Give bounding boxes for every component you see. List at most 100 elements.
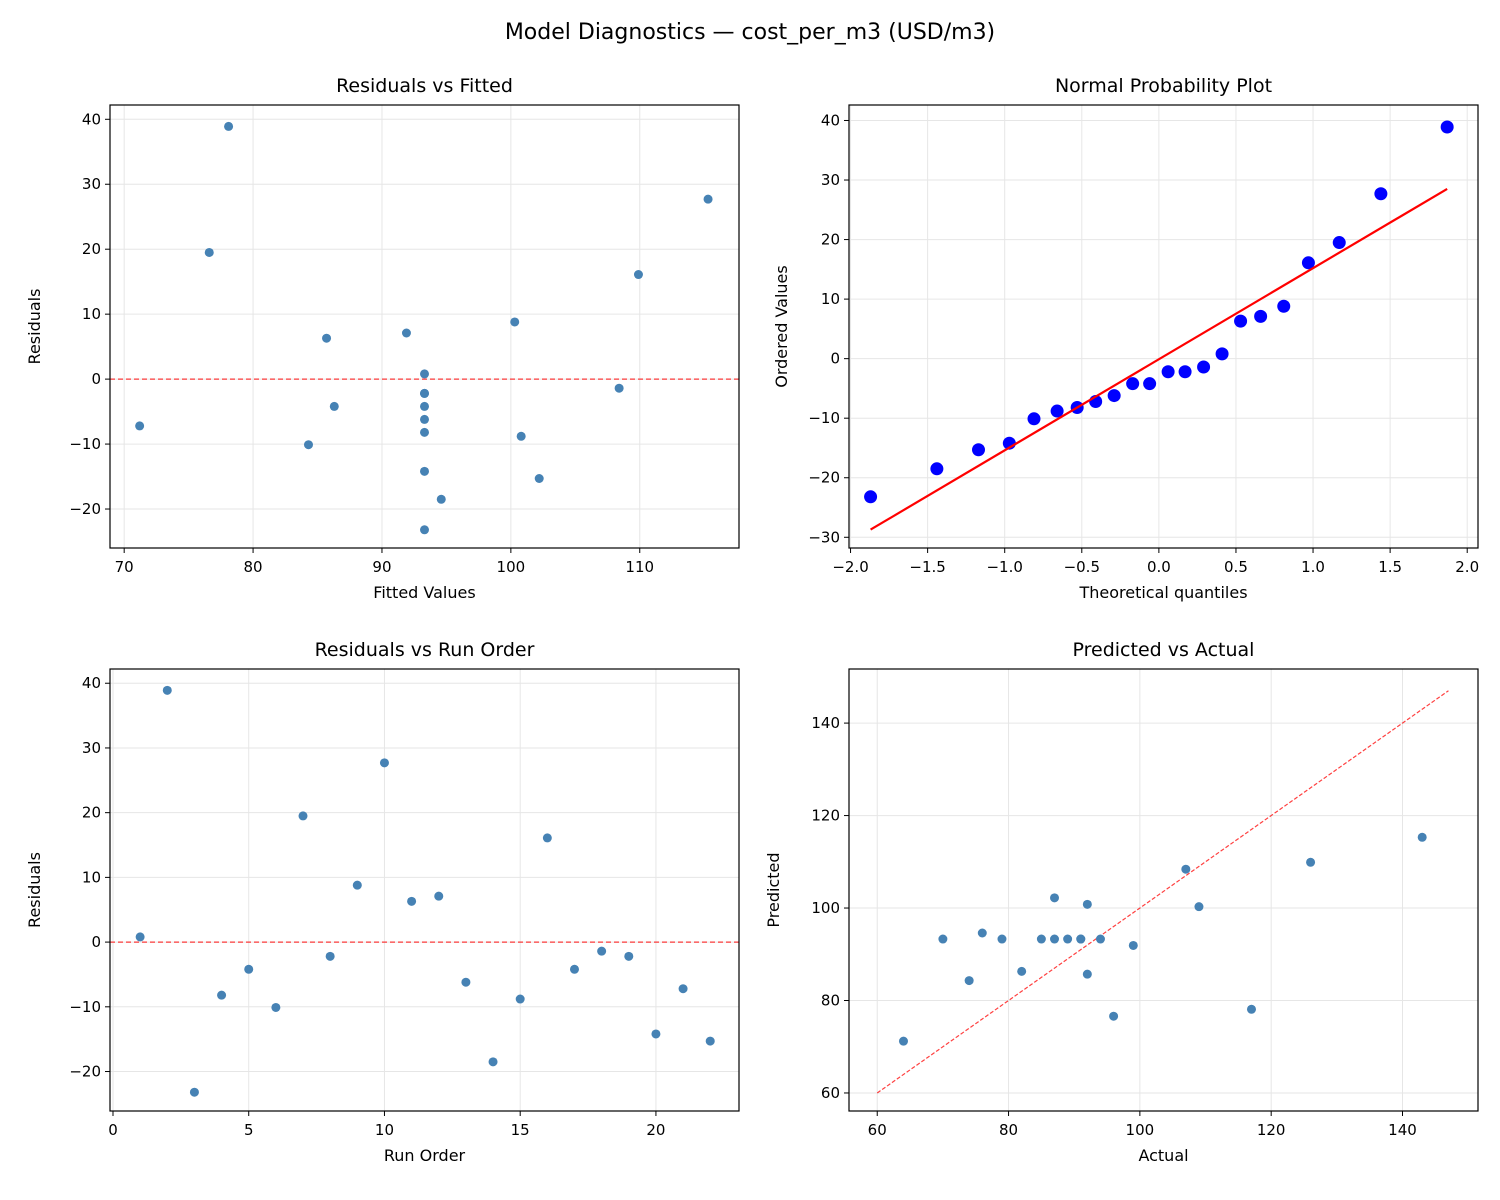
- data-point: [997, 934, 1007, 944]
- data-point: [1050, 404, 1064, 418]
- y-tick-label: −20: [69, 500, 101, 518]
- data-point: [898, 1036, 908, 1046]
- y-tick-label: 30: [82, 175, 101, 193]
- y-tick-label: 80: [821, 992, 840, 1010]
- data-point: [1050, 934, 1060, 944]
- x-tick-label: 2.0: [1455, 558, 1479, 576]
- data-point: [614, 383, 624, 393]
- x-tick-label: 0.5: [1224, 558, 1248, 576]
- y-tick-label: 40: [82, 110, 101, 128]
- y-tick-label: 10: [82, 868, 101, 886]
- x-tick-label: −1.5: [909, 558, 945, 576]
- fit-line: [870, 187, 1448, 531]
- data-point: [964, 976, 974, 986]
- data-point: [542, 833, 552, 843]
- x-tick-label: 120: [1257, 1121, 1286, 1139]
- axes-frame: [848, 104, 1479, 549]
- subplot-3: 0 5 10 15 20 −20 −10 0 10 20 30 40 Residuals vs Run …: [25, 639, 740, 1165]
- data-point: [298, 811, 308, 821]
- data-point: [597, 946, 607, 956]
- data-point: [633, 270, 643, 280]
- data-point: [534, 473, 544, 483]
- data-point: [864, 490, 878, 504]
- y-tick-label: 0: [91, 933, 101, 951]
- data-point: [1254, 309, 1268, 323]
- data-point: [569, 964, 579, 974]
- data-point: [352, 880, 362, 890]
- y-tick-label: 30: [82, 739, 101, 757]
- data-point: [1050, 893, 1060, 903]
- y-tick-label: 10: [821, 290, 840, 308]
- data-point: [1246, 1004, 1256, 1014]
- data-point: [379, 758, 389, 768]
- data-point: [329, 401, 339, 411]
- y-tick-label: 0: [830, 350, 840, 368]
- y-tick-label: 30: [821, 171, 840, 189]
- y-tick-label: 100: [811, 899, 840, 917]
- x-axis-label: Actual: [1138, 1146, 1188, 1165]
- y-axis-label: Residuals: [25, 852, 44, 928]
- data-point: [461, 977, 471, 987]
- data-point: [420, 401, 429, 411]
- axes-frame: [109, 104, 740, 549]
- data-point: [516, 431, 526, 441]
- data-point: [244, 964, 254, 974]
- x-tick-label: 1.5: [1378, 558, 1402, 576]
- data-point: [488, 1057, 498, 1067]
- x-tick-label: 20: [646, 1121, 665, 1139]
- data-point: [1417, 832, 1427, 842]
- figure-title: Model Diagnostics — cost_per_m3 (USD/m3): [504, 20, 996, 45]
- x-tick-label: 90: [372, 558, 391, 576]
- data-point: [1109, 1011, 1119, 1021]
- data-point: [1082, 899, 1092, 909]
- subplot-title: Normal Probability Plot: [1055, 75, 1272, 97]
- y-tick-label: 140: [811, 714, 840, 732]
- data-point: [135, 932, 145, 942]
- y-tick-label: −10: [808, 409, 840, 427]
- data-point: [1082, 969, 1092, 979]
- data-point: [420, 414, 429, 424]
- data-point: [1095, 934, 1105, 944]
- x-tick-label: 80: [999, 1121, 1018, 1139]
- data-point: [1194, 902, 1204, 912]
- y-tick-label: −20: [69, 1063, 101, 1081]
- data-point: [678, 984, 688, 994]
- y-tick-label: 20: [821, 231, 840, 249]
- data-point: [972, 443, 985, 457]
- data-point: [420, 388, 429, 398]
- data-point: [1143, 377, 1157, 391]
- data-point: [271, 1002, 281, 1012]
- x-tick-label: 80: [244, 558, 263, 576]
- data-point: [1277, 299, 1291, 313]
- x-tick-label: −0.5: [1064, 558, 1100, 576]
- y-tick-label: −20: [808, 469, 840, 487]
- x-tick-label: 5: [244, 1121, 254, 1139]
- x-tick-label: 0: [108, 1121, 118, 1139]
- data-point: [420, 369, 429, 379]
- data-point: [1107, 389, 1121, 403]
- x-axis-label: Fitted Values: [373, 583, 475, 602]
- data-point: [938, 934, 948, 944]
- subplot-1: 70 80 90 100 110 −20 −10 0 10 20 30 40 Residuals vs …: [25, 75, 740, 602]
- data-point: [1027, 412, 1041, 426]
- data-point: [1178, 365, 1192, 379]
- y-tick-label: 20: [82, 240, 101, 258]
- data-point: [651, 1029, 661, 1039]
- data-point: [162, 685, 172, 695]
- data-point: [1440, 120, 1454, 134]
- data-point: [325, 951, 335, 961]
- data-point: [1374, 187, 1388, 201]
- data-point: [515, 994, 525, 1004]
- x-tick-label: 110: [625, 558, 654, 576]
- data-point: [1126, 377, 1140, 391]
- data-point: [977, 928, 987, 938]
- data-point: [1197, 360, 1211, 374]
- x-axis-label: Theoretical quantiles: [1078, 583, 1247, 602]
- data-point: [303, 440, 313, 450]
- x-tick-label: 100: [1126, 1121, 1155, 1139]
- subplot-title: Residuals vs Run Order: [315, 639, 535, 661]
- data-point: [705, 1036, 715, 1046]
- axes-frame: [848, 668, 1479, 1112]
